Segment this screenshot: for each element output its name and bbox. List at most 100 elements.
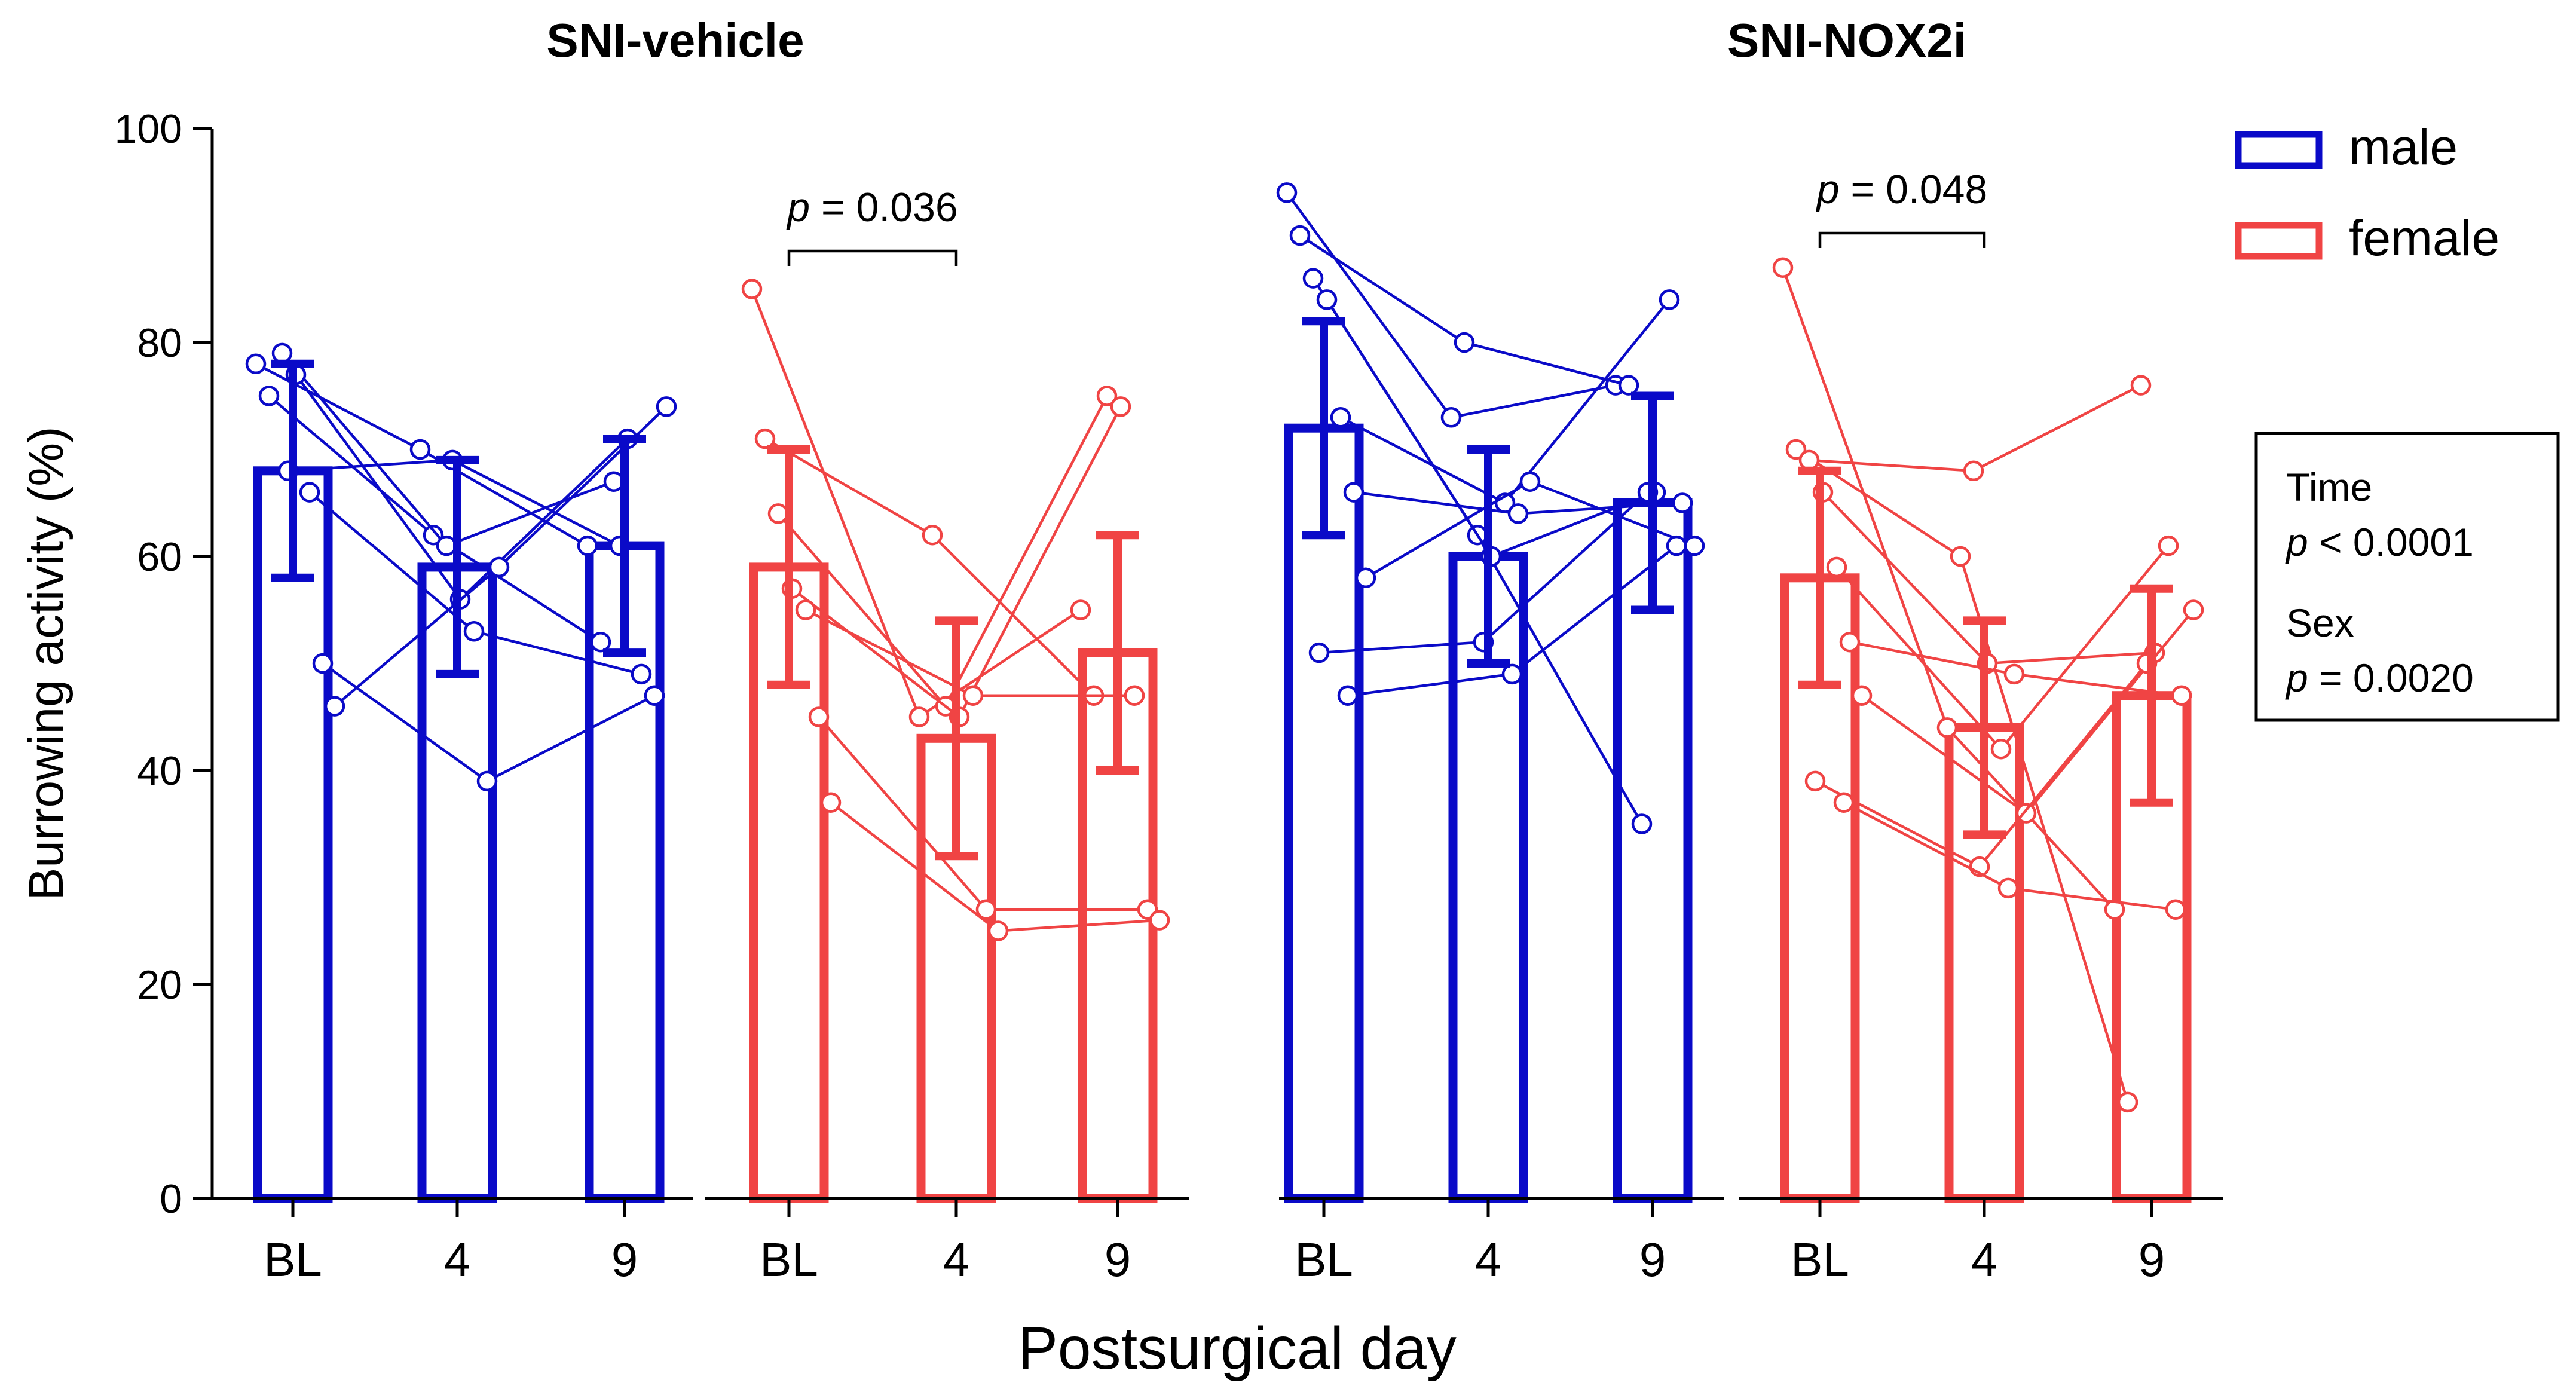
male-data-point	[324, 696, 345, 717]
male-data-point	[1672, 492, 1693, 513]
male-subject-line	[1339, 298, 1671, 505]
female-data-point	[1826, 556, 1847, 578]
male-data-point	[271, 342, 293, 364]
male-data-point	[603, 471, 625, 492]
female-data-point	[975, 899, 997, 920]
male-data-point	[258, 386, 280, 406]
male-data-point	[1343, 482, 1365, 503]
female-data-point	[1990, 738, 2012, 760]
male-data-point	[1276, 182, 1298, 203]
male-data-point	[299, 482, 320, 503]
stats-sex-label: Sex	[2286, 601, 2354, 645]
male-data-point	[577, 535, 598, 556]
male-data-point	[644, 685, 665, 706]
female-data-point	[1070, 599, 1091, 620]
male-data-point	[1684, 535, 1705, 556]
female-data-point	[1839, 631, 1861, 653]
female-data-point	[795, 599, 816, 620]
stats-time-p: p < 0.0001	[2285, 520, 2474, 564]
stats-box	[2254, 432, 2560, 722]
female-data-point	[1124, 685, 1145, 706]
female-data-point	[741, 279, 763, 299]
legend-swatch-female	[2235, 222, 2323, 260]
female-data-point	[2130, 375, 2152, 396]
x-tick-label: 9	[2138, 1233, 2165, 1286]
female-data-point	[1785, 439, 1807, 460]
female-data-point	[908, 706, 930, 727]
male-subject-line	[1286, 192, 1616, 419]
panel-title: SNI-vehicle	[546, 14, 804, 67]
male-data-point	[1337, 685, 1359, 706]
female-data-point	[1833, 792, 1855, 813]
female-data-point	[1110, 396, 1131, 417]
y-axis-label: Burrowing activity (%)	[19, 427, 74, 901]
female-data-point	[2158, 535, 2179, 556]
female-data-point	[767, 503, 789, 524]
female-data-point	[2003, 663, 2025, 685]
female-data-point	[1997, 877, 2019, 899]
male-data-point	[1519, 471, 1541, 492]
male-data-point	[1666, 535, 1687, 556]
y-tick-label: 80	[137, 320, 182, 366]
female-data-point	[962, 685, 984, 706]
male-data-point	[476, 770, 498, 792]
female-data-point	[2015, 803, 2037, 824]
female-data-point	[922, 524, 943, 546]
female-subject-line	[1861, 609, 2195, 815]
male-data-point	[1308, 642, 1330, 663]
p-symbol: p	[2285, 656, 2308, 700]
male-data-point	[1316, 289, 1338, 310]
male-bar	[1284, 423, 1364, 1203]
legend-label-female: female	[2349, 210, 2499, 266]
y-tick-label: 40	[137, 748, 182, 794]
male-data-point	[1659, 289, 1680, 310]
significance-label: p = 0.048	[1816, 167, 1988, 212]
x-tick-label: 9	[611, 1233, 638, 1286]
female-data-point	[1804, 770, 1826, 792]
female-subject-line	[1809, 384, 2142, 473]
male-data-point	[1289, 225, 1311, 246]
stats-sex-p: p = 0.0020	[2285, 656, 2474, 700]
p-symbol: p	[2285, 520, 2308, 564]
male-data-point	[656, 396, 677, 417]
male-data-point	[409, 439, 431, 460]
x-tick-label: 4	[1971, 1233, 1998, 1286]
male-data-point	[1355, 567, 1376, 589]
panel-title: SNI-NOX2i	[1727, 14, 1966, 67]
p-value: < 0.0001	[2308, 520, 2474, 564]
x-tick-label: BL	[1295, 1233, 1353, 1286]
male-data-point	[312, 653, 334, 674]
significance-label: p = 0.036	[786, 185, 958, 230]
female-data-point	[1851, 685, 1873, 706]
male-data-point	[1507, 503, 1529, 524]
male-data-point	[590, 631, 611, 653]
p-symbol: p	[786, 185, 810, 230]
male-data-point	[423, 524, 444, 546]
female-data-point	[1149, 910, 1170, 931]
female-data-point	[1963, 460, 1984, 482]
male-data-point	[436, 535, 457, 556]
female-data-point	[1772, 257, 1794, 278]
p-value: = 0.0020	[2308, 656, 2474, 700]
male-data-point	[1440, 407, 1462, 428]
x-tick-label: BL	[264, 1233, 322, 1286]
x-tick-label: 4	[943, 1233, 970, 1286]
legend-swatch-male	[2235, 131, 2323, 169]
female-data-point	[987, 920, 1009, 941]
significance-bracket	[1818, 231, 1986, 248]
male-data-point	[1454, 332, 1475, 353]
p-symbol: p	[1816, 167, 1840, 212]
female-data-point	[808, 706, 830, 727]
y-tick-label: 20	[137, 962, 182, 1008]
x-axis-label: Postsurgical day	[1018, 1315, 1457, 1382]
male-data-point	[631, 663, 652, 685]
p-value: = 0.036	[810, 185, 958, 230]
female-data-point	[754, 428, 776, 449]
male-data-point	[245, 353, 267, 375]
y-tick-label: 0	[160, 1176, 182, 1222]
female-data-point	[2171, 685, 2192, 706]
x-tick-label: BL	[760, 1233, 818, 1286]
male-data-point	[463, 621, 485, 642]
female-subject-line	[818, 716, 1148, 911]
female-data-point	[1096, 386, 1118, 406]
